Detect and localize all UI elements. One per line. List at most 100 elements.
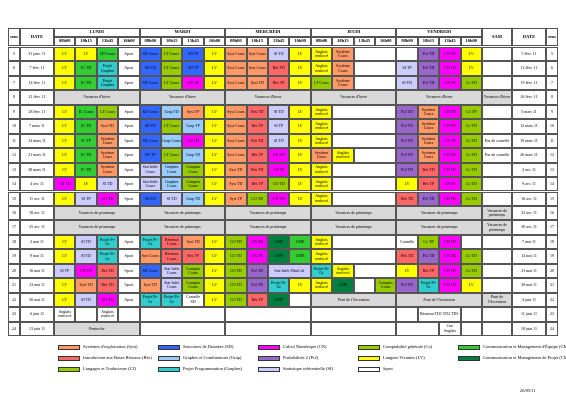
course-cell: SI TD bbox=[396, 75, 418, 91]
week-number: 15 bbox=[546, 191, 558, 206]
course-cell: Co TD bbox=[460, 249, 482, 264]
course-cell: Pont de l'Ascension bbox=[482, 292, 512, 308]
week-end-date: 23 avr. 11 bbox=[512, 205, 546, 221]
course-cell: Sport bbox=[118, 104, 140, 120]
course-cell: SI TP bbox=[54, 263, 76, 279]
week-number: 16 bbox=[546, 205, 558, 221]
course-cell: Syst Cours bbox=[225, 119, 247, 134]
course-cell: IC TD bbox=[75, 75, 97, 91]
course-cell: Anglais renforcé bbox=[310, 177, 333, 192]
course-cell: LV bbox=[289, 177, 311, 192]
course-cell: LV bbox=[54, 292, 76, 308]
course-cell bbox=[332, 177, 397, 192]
course-cell: Syst Cours bbox=[225, 61, 247, 76]
course-cell: LV bbox=[54, 61, 76, 76]
course-cell: CMP bbox=[332, 278, 354, 293]
course-cell bbox=[353, 263, 397, 279]
week-end-date: 19 mars 11 bbox=[512, 133, 546, 149]
course-cell: Syst TP bbox=[225, 191, 247, 206]
course-cell: Rés TP bbox=[246, 148, 268, 163]
course-cell bbox=[482, 321, 512, 336]
slot-header: 08h00 bbox=[396, 37, 418, 46]
legend-swatch bbox=[458, 355, 480, 361]
slot-header: 08h00 bbox=[310, 37, 333, 46]
course-cell: Rés TP bbox=[417, 177, 440, 192]
course-cell: SI TD bbox=[268, 47, 290, 62]
course-cell: Anglais renforcé bbox=[332, 263, 354, 279]
course-cell bbox=[332, 133, 397, 149]
legend-label: Systèmes d'exploitation (Syst) bbox=[83, 344, 138, 349]
course-cell: LV bbox=[203, 61, 226, 76]
week-start-date: 18 avr. 11 bbox=[20, 205, 54, 221]
course-cell: Co TD bbox=[460, 133, 482, 149]
course-cell: Syst Cours bbox=[225, 75, 247, 91]
course-cell bbox=[225, 321, 311, 336]
course-cell: Syst TD bbox=[246, 75, 268, 91]
course-cell: Projet Pr-Gr bbox=[139, 292, 161, 308]
course-cell: LV bbox=[54, 119, 76, 134]
week-number: 20 bbox=[8, 263, 20, 279]
course-cell: LV bbox=[289, 191, 311, 206]
course-cell: CN TD bbox=[439, 191, 461, 206]
course-cell: Rés TP bbox=[246, 177, 268, 192]
course-cell bbox=[482, 307, 512, 322]
week-number: 19 bbox=[8, 249, 20, 264]
course-cell: SI TD bbox=[161, 191, 183, 206]
week-number: 18 bbox=[546, 234, 558, 250]
week-number: 6 bbox=[546, 61, 558, 76]
date-header: DATE bbox=[20, 28, 54, 46]
course-cell: Grap TD bbox=[182, 191, 204, 206]
course-cell: Rés TD bbox=[268, 61, 290, 76]
legend-label: Graphes et Combinatoire (Grap) bbox=[183, 355, 242, 360]
week-number: 14 bbox=[546, 177, 558, 192]
course-cell: LT Cours bbox=[310, 75, 333, 91]
course-cell: Stat Infér Cours bbox=[139, 162, 161, 178]
course-cell: SD TP bbox=[182, 61, 204, 76]
course-cell: LV bbox=[203, 75, 226, 91]
week-end-date: 9 avr. 11 bbox=[512, 177, 546, 192]
week-number: 10 bbox=[546, 119, 558, 134]
course-cell: Syst TP bbox=[182, 104, 204, 120]
week-number: 20 bbox=[546, 263, 558, 279]
course-cell: Rés TP bbox=[268, 75, 290, 91]
course-cell bbox=[482, 119, 512, 134]
week-start-date: 30 mai 11 bbox=[20, 292, 54, 308]
legend-swatch bbox=[158, 355, 180, 361]
course-cell: Vacances d'hiver bbox=[139, 90, 226, 105]
week-end-date: 7 mai 11 bbox=[512, 234, 546, 250]
legend-label: Comptabilité générale (Co) bbox=[383, 344, 433, 349]
course-cell: Sport bbox=[118, 292, 140, 308]
course-cell: Vacances de printemps bbox=[225, 205, 311, 221]
course-cell: SD TD bbox=[139, 119, 161, 134]
course-cell: Rés TP bbox=[417, 263, 440, 279]
course-cell bbox=[482, 278, 512, 293]
week-header: sem bbox=[8, 28, 20, 46]
course-cell bbox=[482, 249, 512, 264]
course-cell: Projet Graphes bbox=[96, 75, 119, 91]
slot-header: 13h45 bbox=[268, 37, 290, 46]
week-number: 22 bbox=[546, 292, 558, 308]
course-cell bbox=[118, 307, 140, 322]
course-cell: LT Cours bbox=[161, 61, 183, 76]
week-number: 6 bbox=[8, 61, 20, 76]
course-cell: LV bbox=[54, 148, 76, 163]
week-end-date: 4 juin 11 bbox=[512, 292, 546, 308]
slot-header: 13h45 bbox=[182, 37, 204, 46]
course-cell: Syst TD bbox=[139, 278, 161, 293]
week-number: 12 bbox=[546, 148, 558, 163]
course-cell: LT Cours bbox=[96, 104, 119, 120]
course-cell: Comptes Cours bbox=[375, 278, 397, 293]
course-cell: CN TD bbox=[439, 162, 461, 178]
week-number: 8 bbox=[8, 90, 20, 105]
course-cell: Anglais renforcé bbox=[310, 234, 333, 250]
course-cell: Système Cours bbox=[417, 104, 440, 120]
course-cell: LV bbox=[75, 177, 97, 192]
course-cell bbox=[396, 47, 418, 62]
day-header: MERCREDI bbox=[225, 28, 311, 37]
course-cell: Contrôle bbox=[396, 234, 418, 250]
week-number: 7 bbox=[546, 75, 558, 91]
week-end-date: 11 juin 11 bbox=[512, 307, 546, 322]
course-cell: Grap TD bbox=[182, 148, 204, 163]
course-cell: SD Cours bbox=[139, 104, 161, 120]
course-cell: Système Cours bbox=[96, 148, 119, 163]
